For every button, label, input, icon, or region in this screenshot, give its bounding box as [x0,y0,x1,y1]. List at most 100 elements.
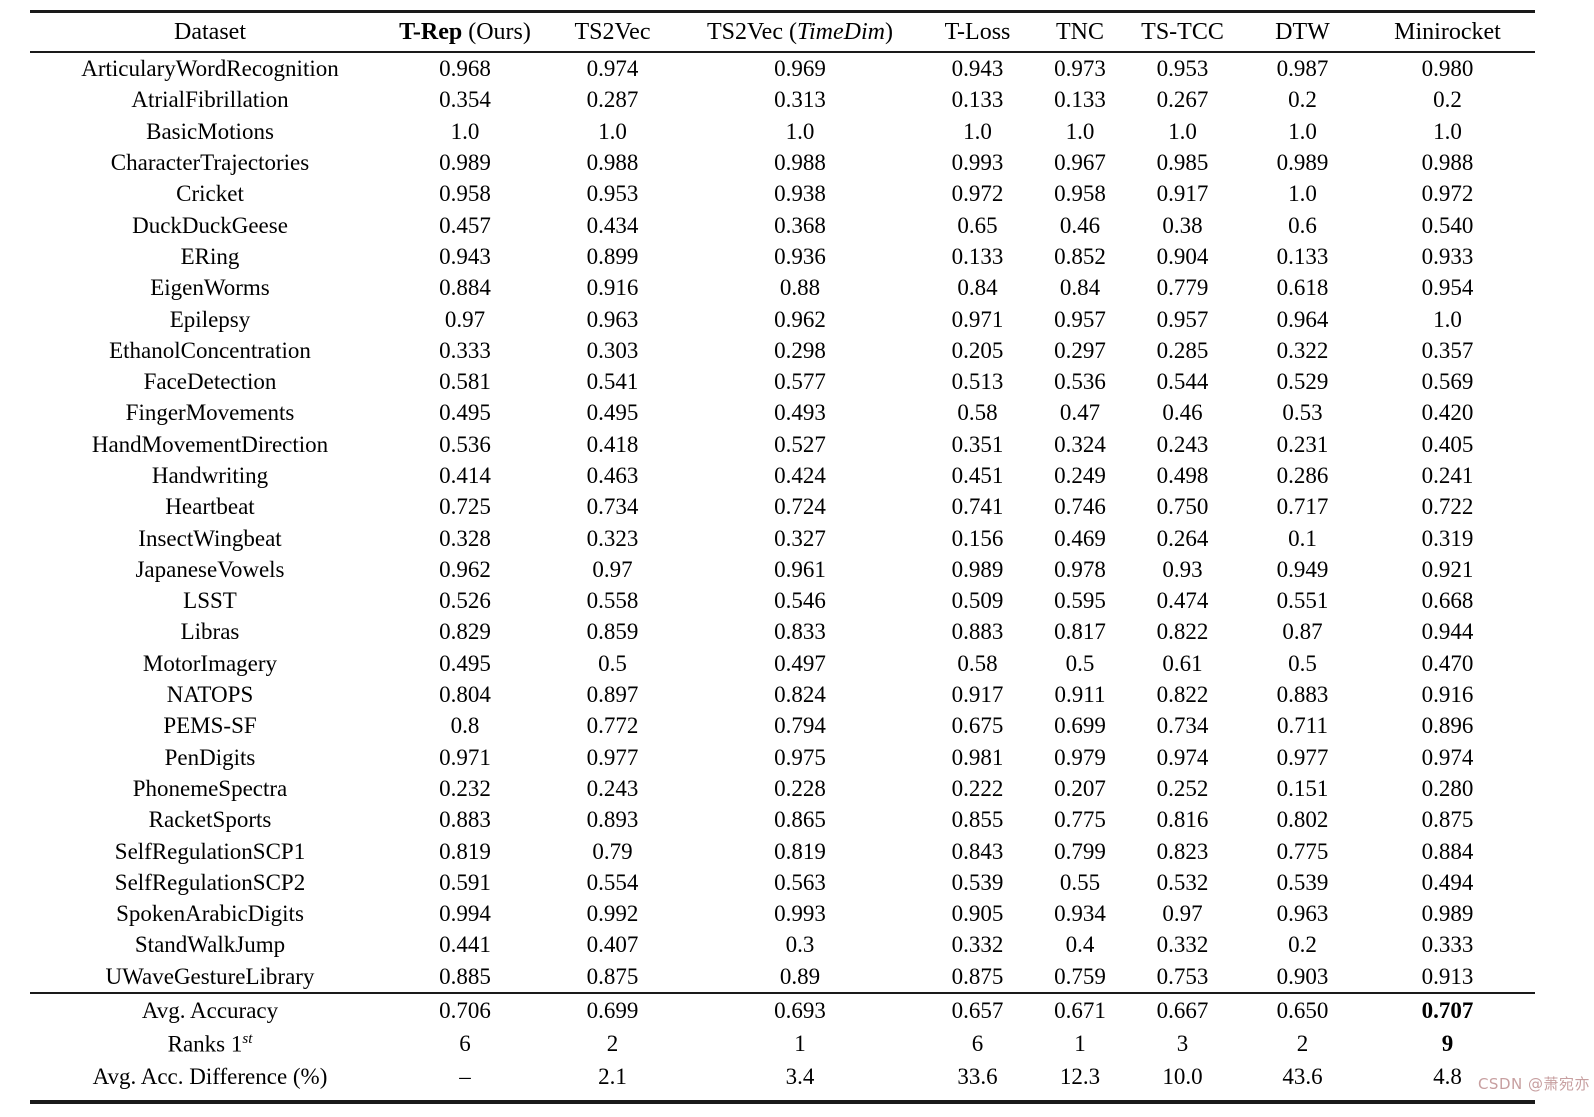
value-cell: 0.328 [439,525,491,551]
value-cell: 0.368 [774,212,826,238]
dataset-cell: LSST [183,588,237,614]
value-cell: 0.779 [1156,275,1209,301]
timedim-label-suffix: ) [885,18,893,45]
value-cell: 0.228 [774,775,826,801]
table-row: EthanolConcentration 0.333 0.303 0.298 0.205… [30,335,1535,366]
value-cell: 0.495 [439,650,491,676]
value-cell: 0.899 [586,243,639,269]
value-cell: 0.954 [1421,275,1474,301]
value-cell: 1.0 [1288,118,1317,144]
value-cell: 0.822 [1156,682,1209,708]
value-cell: 0.917 [1156,181,1209,207]
footer-row-ranks-first: Ranks 1st 6 2 1 6 1 3 2 9 [30,1027,1535,1060]
value-cell: 0.541 [586,369,639,395]
value-cell: 0.875 [1421,807,1474,833]
value-cell: 1.0 [1433,118,1462,144]
value-cell: 0.58 [957,400,998,426]
value-cell: 0.89 [779,963,821,989]
value-cell: 0.675 [951,713,1004,739]
dataset-cell: HandMovementDirection [91,431,329,457]
footer-value-cell: 10.0 [1162,1063,1203,1089]
footer-value-cell: 33.6 [957,1063,998,1089]
dataset-cell: AtrialFibrillation [131,87,289,113]
value-cell: 0.775 [1276,838,1329,864]
value-cell: 0.297 [1054,337,1106,363]
value-cell: 0.267 [1156,87,1209,113]
value-cell: 0.993 [774,901,826,927]
value-cell: 0.527 [774,431,826,457]
value-cell: 0.3 [785,932,815,958]
value-cell: 0.884 [1421,838,1474,864]
value-cell: 0.563 [774,869,826,895]
footer-value-cell: 0.693 [685,991,915,1027]
value-cell: 0.526 [439,588,491,614]
value-cell: 0.883 [1276,682,1329,708]
value-cell: 0.963 [586,306,639,332]
value-cell: 0.205 [951,337,1004,363]
table-row: FaceDetection 0.581 0.541 0.577 0.513 0.536 0.… [30,366,1535,397]
value-cell: 0.972 [951,181,1004,207]
value-cell: 0.819 [439,838,491,864]
value-cell: 0.97 [444,306,486,332]
value-cell: 0.540 [1421,212,1474,238]
value-cell: 0.962 [774,306,826,332]
value-cell: 0.418 [586,431,639,457]
dataset-cell: ERing [180,243,240,269]
dataset-cell: FingerMovements [125,400,295,426]
dataset-cell: MotorImagery [142,650,278,676]
dataset-cell: SpokenArabicDigits [116,901,304,927]
value-cell: 0.243 [1156,431,1209,457]
value-cell: 0.84 [957,275,998,301]
value-cell: 0.972 [1421,181,1474,207]
value-cell: 1.0 [450,118,480,144]
timedim-label-italic: TimeDim [796,18,885,45]
value-cell: 0.822 [1156,619,1209,645]
value-cell: 0.470 [1421,650,1474,676]
value-cell: 0.964 [1276,306,1329,332]
trep-label-bold: T-Rep [399,18,463,45]
table-row: ERing 0.943 0.899 0.936 0.133 0.852 0.904 0.133… [30,241,1535,272]
value-cell: 0.944 [1421,619,1474,645]
value-cell: 0.551 [1276,588,1329,614]
footer-value-cell: 2.1 [598,1063,627,1089]
value-cell: 0.973 [1054,56,1106,82]
value-cell: 0.252 [1156,775,1209,801]
value-cell: 0.885 [439,963,491,989]
value-cell: 0.88 [779,275,821,301]
footer-value-cell: 0.657 [915,991,1040,1027]
value-cell: 0.974 [1156,744,1209,770]
dataset-cell: FaceDetection [143,369,277,395]
value-cell: 0.989 [951,556,1004,582]
footer-value-cell: 3 [1176,1030,1189,1056]
value-cell: 0.133 [1054,87,1106,113]
value-cell: 0.414 [439,463,491,488]
value-cell: 0.8 [450,713,480,739]
value-cell: 0.424 [774,463,826,488]
value-cell: 0.938 [774,181,826,207]
value-cell: 0.992 [586,901,639,927]
column-header-dtw: DTW [1245,11,1360,53]
value-cell: 0.816 [1156,807,1209,833]
value-cell: 0.513 [951,369,1004,395]
footer-value-cell: 1 [794,1030,806,1056]
value-cell: 0.759 [1054,963,1106,989]
value-cell: 0.529 [1276,369,1329,395]
value-cell: 0.546 [774,588,826,614]
table-row: BasicMotions 1.0 1.0 1.0 1.0 1.0 1.0 1.0 1.0 [30,116,1535,147]
value-cell: 0.539 [951,869,1004,895]
dataset-cell: PhonemeSpectra [132,775,288,801]
value-cell: 0.1 [1288,525,1317,551]
value-cell: 1.0 [598,118,627,144]
value-cell: 0.884 [439,275,491,301]
value-cell: 0.333 [1421,932,1474,958]
dataset-cell: JapaneseVowels [135,556,285,582]
value-cell: 0.569 [1421,369,1474,395]
results-table: Dataset T-Rep (Ours) TS2Vec TS2Vec (Time… [30,10,1535,1104]
table-row: ArticularyWordRecognition 0.968 0.974 0.969… [30,52,1535,84]
value-cell: 0.975 [774,744,826,770]
value-cell: 0.734 [1156,713,1209,739]
dataset-cell: EthanolConcentration [109,337,311,363]
value-cell: 0.978 [1054,556,1106,582]
value-cell: 1.0 [1168,118,1197,144]
value-cell: 0.493 [774,400,826,426]
